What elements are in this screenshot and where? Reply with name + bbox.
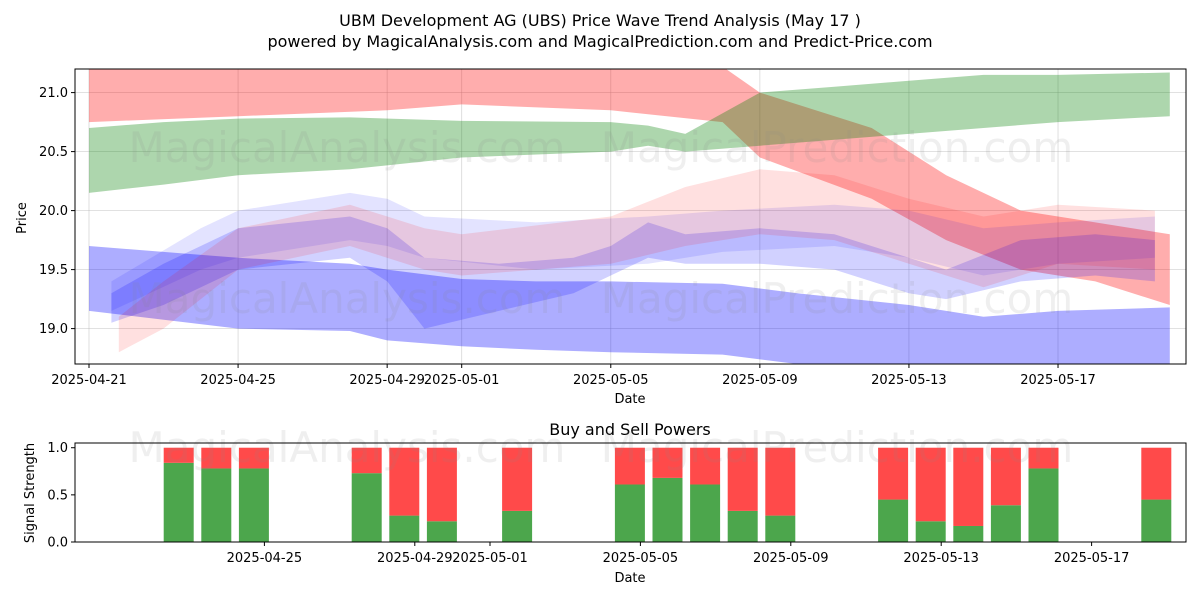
buy-bar — [765, 515, 796, 542]
sell-bar — [915, 447, 946, 522]
signal-ticks: 0.0 0.5 1.0 2025-04-25 2025-04-29 2025-05-01 2… — [47, 441, 1129, 566]
buy-bar — [1141, 499, 1172, 542]
sell-bar — [878, 447, 909, 500]
price-y-tick-label: 20.0 — [39, 204, 68, 219]
signal-x-tick-label: 2025-04-29 — [377, 551, 453, 566]
signal-y-label: Signal Strength — [23, 443, 38, 543]
sell-bar — [163, 447, 194, 463]
price-x-tick-label: 2025-04-29 — [349, 373, 425, 388]
buy-bar — [614, 484, 645, 542]
buy-bar — [727, 510, 758, 542]
sell-bar — [201, 447, 232, 469]
price-x-tick-label: 2025-05-09 — [722, 373, 798, 388]
signal-x-tick-label: 2025-05-09 — [753, 551, 829, 566]
price-x-tick-label: 2025-04-25 — [200, 373, 276, 388]
sell-bar — [652, 447, 683, 478]
watermark-prediction-mid: MagicalPrediction.com — [601, 274, 1074, 323]
price-x-tick-label: 2025-05-13 — [871, 373, 947, 388]
sell-bar — [238, 447, 269, 469]
price-y-label: Price — [15, 202, 30, 234]
signal-x-tick-label: 2025-05-05 — [603, 551, 679, 566]
price-x-tick-label: 2025-05-01 — [424, 373, 500, 388]
price-ticks: 19.0 19.5 20.0 20.5 21.0 2025-04-21 2025-04-25… — [39, 86, 1096, 388]
sell-bar — [502, 447, 533, 511]
buy-bar — [163, 462, 194, 542]
sell-bar — [1141, 447, 1172, 500]
wave-band-3 — [89, 246, 1170, 364]
signal-x-tick-label: 2025-05-01 — [452, 551, 528, 566]
sell-bar — [953, 447, 984, 526]
wave-band-6 — [118, 169, 1155, 353]
price-y-tick-label: 21.0 — [39, 86, 68, 101]
signal-bars — [163, 447, 1172, 542]
price-x-label: Date — [614, 392, 645, 407]
wave-band-5 — [111, 192, 1155, 311]
price-axes-frame — [74, 68, 1187, 365]
buy-bar — [915, 521, 946, 542]
wave-bands — [89, 69, 1170, 364]
sell-bar — [727, 447, 758, 511]
price-panel: MagicalAnalysis.com MagicalPrediction.co… — [15, 68, 1187, 407]
chart-title: UBM Development AG (UBS) Price Wave Tren… — [339, 11, 861, 30]
buy-bar — [238, 468, 269, 542]
watermark-analysis-mid: MagicalAnalysis.com — [129, 274, 566, 323]
chart-subtitle: powered by MagicalAnalysis.com and Magic… — [267, 32, 932, 51]
watermark-analysis-bottom: MagicalAnalysis.com — [129, 423, 566, 472]
watermark-prediction-top: MagicalPrediction.com — [601, 123, 1074, 172]
buy-bar — [953, 525, 984, 542]
buy-bar — [201, 468, 232, 542]
signal-x-tick-label: 2025-04-25 — [227, 551, 303, 566]
signal-title: Buy and Sell Powers — [549, 420, 711, 439]
buy-bar — [690, 484, 721, 542]
price-grid — [75, 69, 1186, 364]
buy-bar — [652, 477, 683, 542]
buy-bar — [426, 521, 457, 542]
watermark-analysis-top: MagicalAnalysis.com — [129, 123, 566, 172]
wave-band-4 — [111, 216, 1155, 329]
buy-bar — [389, 515, 420, 542]
price-x-tick-label: 2025-04-21 — [51, 373, 127, 388]
watermark-prediction-bottom: MagicalPrediction.com — [601, 423, 1074, 472]
signal-x-label: Date — [614, 571, 645, 586]
sell-bar — [1028, 447, 1059, 469]
buy-bar — [990, 505, 1021, 542]
signal-y-tick-label: 0.0 — [47, 536, 68, 551]
signal-panel: Buy and Sell Powers MagicalAnalysis.com … — [23, 420, 1187, 586]
wave-band-1 — [89, 69, 1170, 305]
price-y-tick-label: 19.0 — [39, 322, 68, 337]
sell-bar — [426, 447, 457, 522]
sell-bar — [351, 447, 382, 474]
sell-bar — [990, 447, 1021, 506]
sell-bar — [614, 447, 645, 485]
price-x-tick-label: 2025-05-05 — [573, 373, 649, 388]
price-y-tick-label: 20.5 — [39, 145, 68, 160]
buy-bar — [1028, 468, 1059, 542]
price-y-tick-label: 19.5 — [39, 263, 68, 278]
buy-bar — [502, 510, 533, 542]
signal-x-tick-label: 2025-05-17 — [1054, 551, 1130, 566]
signal-y-tick-label: 0.5 — [47, 488, 68, 503]
buy-bar — [351, 473, 382, 542]
sell-bar — [389, 447, 420, 516]
signal-x-tick-label: 2025-05-13 — [903, 551, 979, 566]
signal-y-tick-label: 1.0 — [47, 441, 68, 456]
price-x-tick-label: 2025-05-17 — [1020, 373, 1096, 388]
buy-bar — [878, 499, 909, 542]
sell-bar — [765, 447, 796, 516]
signal-axes-frame — [74, 442, 1187, 543]
wave-band-2 — [89, 72, 1170, 193]
sell-bar — [690, 447, 721, 485]
